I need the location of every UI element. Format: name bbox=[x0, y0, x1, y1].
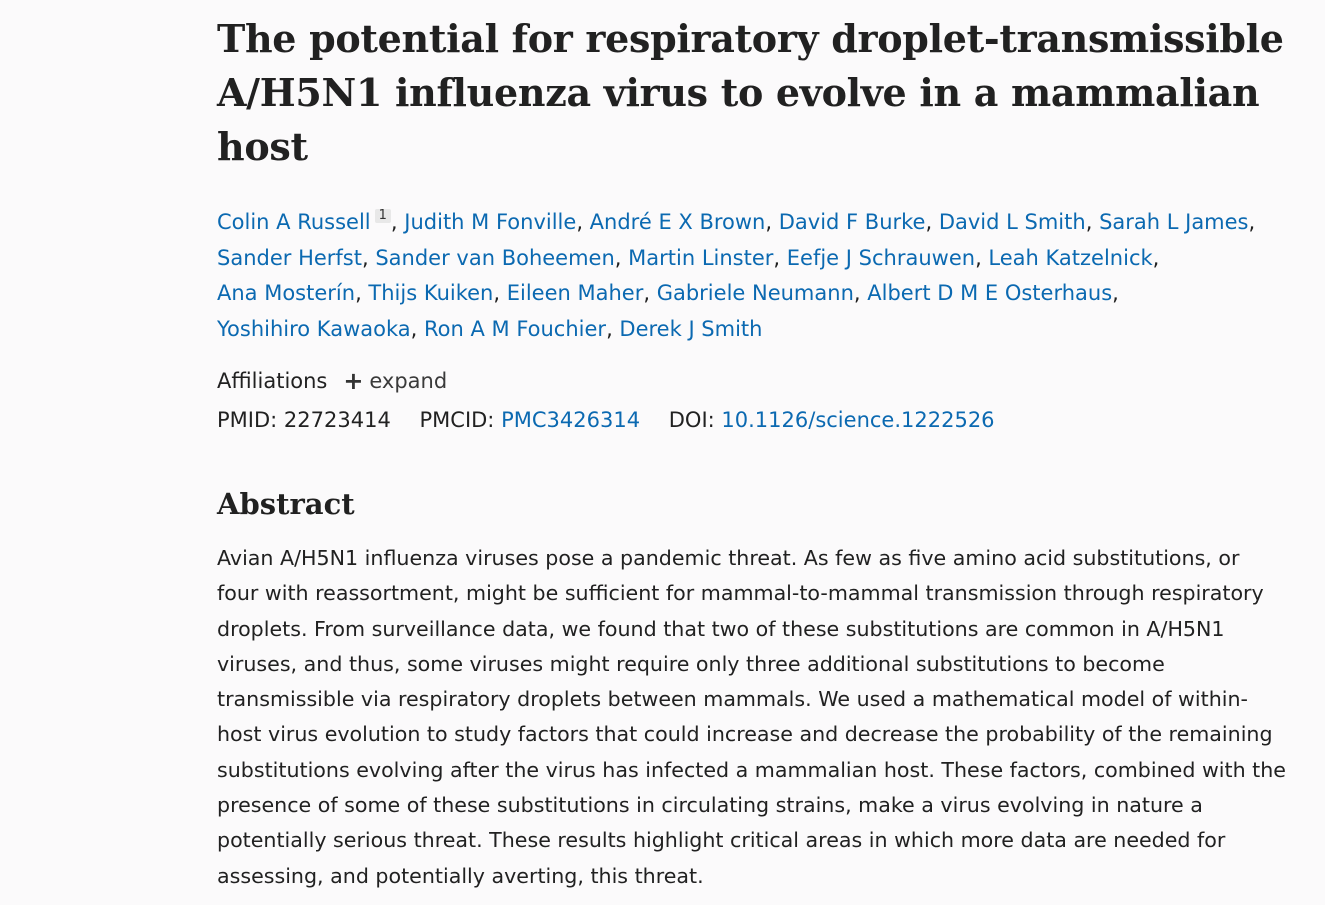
author-link[interactable]: David F Burke bbox=[778, 210, 926, 234]
abstract-heading: Abstract bbox=[217, 487, 355, 521]
pmid-value: 22723414 bbox=[283, 408, 391, 432]
author-link[interactable]: Sander van Boheemen bbox=[375, 245, 615, 270]
pmcid-label: PMCID: bbox=[419, 408, 495, 432]
affiliations-row: Affiliations + expand bbox=[217, 365, 1287, 397]
author-link[interactable]: André E X Brown bbox=[589, 210, 766, 234]
author-link[interactable]: Eefje J Schrauwen bbox=[786, 245, 976, 270]
author-link[interactable]: Gabriele Neumann bbox=[656, 281, 854, 305]
author-link[interactable]: Judith M Fonville bbox=[404, 210, 577, 234]
author-link[interactable]: Sander Herfst bbox=[217, 245, 362, 270]
identifiers-row: PMID: 22723414 PMCID: PMC3426314 DOI: 10… bbox=[217, 404, 1287, 436]
author-link[interactable]: Martin Linster bbox=[628, 245, 774, 270]
pmid-label: PMID: bbox=[217, 408, 278, 432]
author-link[interactable]: Derek J Smith bbox=[619, 316, 763, 341]
doi-link[interactable]: 10.1126/science.1222526 bbox=[721, 408, 995, 432]
author-link[interactable]: Ron A M Fouchier bbox=[424, 316, 607, 341]
author-list: Colin A Russell 1, Judith M Fonville, And… bbox=[217, 208, 1256, 341]
affiliation-ref[interactable]: 1 bbox=[374, 209, 391, 223]
article-main: The potential for respiratory droplet-tr… bbox=[217, 0, 1287, 894]
author-link[interactable]: Leah Katzelnick bbox=[988, 245, 1153, 270]
author-link[interactable]: Sarah L James bbox=[1099, 210, 1249, 234]
author-link[interactable]: David L Smith bbox=[938, 210, 1086, 234]
author-link[interactable]: Albert D M E Osterhaus bbox=[867, 281, 1113, 305]
author-link[interactable]: Colin A Russell bbox=[217, 210, 371, 234]
expand-affiliations-button[interactable]: expand bbox=[369, 369, 448, 393]
author-link[interactable]: Eileen Maher bbox=[506, 281, 644, 305]
author-link[interactable]: Ana Mosterín bbox=[217, 281, 356, 305]
doi-label: DOI: bbox=[668, 408, 715, 432]
article-title: The potential for respiratory droplet-tr… bbox=[217, 16, 1284, 169]
abstract-text: Avian A/H5N1 influenza viruses pose a pa… bbox=[217, 546, 1286, 888]
author-link[interactable]: Thijs Kuiken bbox=[368, 281, 494, 305]
pmcid-link[interactable]: PMC3426314 bbox=[501, 408, 641, 432]
affiliations-label: Affiliations bbox=[217, 369, 328, 393]
author-link[interactable]: Yoshihiro Kawaoka bbox=[217, 316, 411, 341]
plus-icon[interactable]: + bbox=[343, 367, 364, 395]
